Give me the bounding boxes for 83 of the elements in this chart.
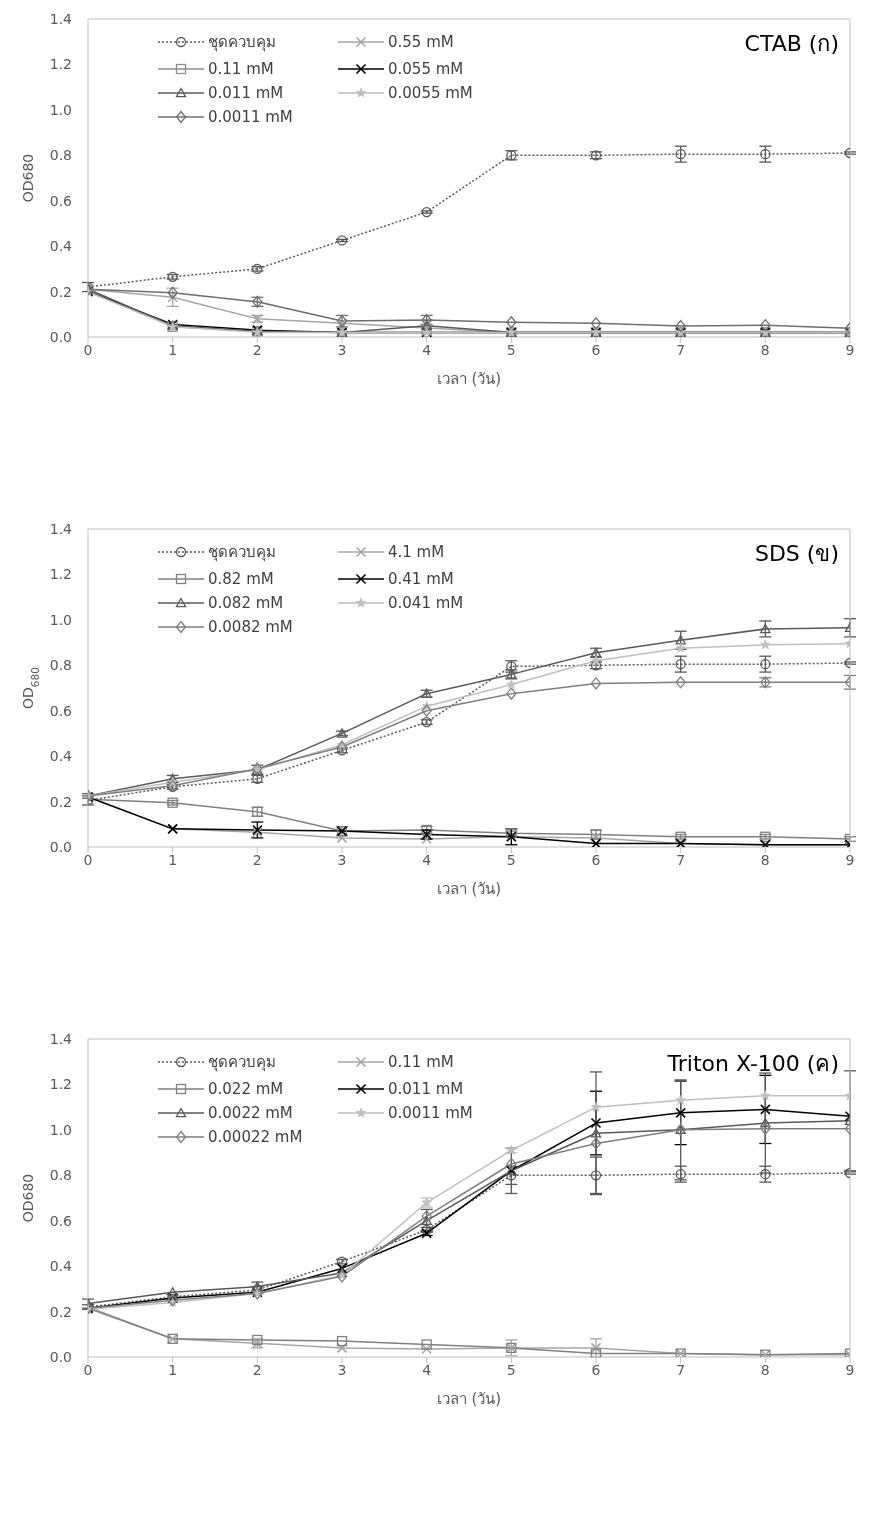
- y-tick-label: 0.0: [49, 328, 72, 345]
- y-tick-label: 1.0: [49, 1121, 72, 1138]
- y-tick-label: 1.4: [49, 520, 73, 537]
- x-tick-label: 7: [676, 1361, 686, 1378]
- x-tick-label: 4: [422, 851, 432, 868]
- legend-label: 0.0082 mM: [208, 618, 293, 636]
- legend-label: 0.11 mM: [388, 1053, 454, 1071]
- x-tick-label: 5: [506, 1361, 516, 1378]
- y-tick-label: 0.8: [49, 657, 72, 674]
- x-tick-label: 0: [83, 341, 93, 358]
- x-tick-label: 0: [83, 851, 93, 868]
- legend-label: 0.82 mM: [208, 570, 274, 588]
- legend-label: ชุดควบคุม: [208, 1052, 276, 1074]
- legend-label: 0.41 mM: [388, 570, 454, 588]
- x-tick-label: 7: [676, 341, 686, 358]
- legend-label: 0.0055 mM: [388, 84, 473, 102]
- text: SDS (ข): [754, 540, 839, 568]
- y-tick-label: 1.0: [49, 611, 72, 628]
- x-tick-label: 8: [760, 341, 770, 358]
- y-tick-label: 0.4: [49, 748, 73, 765]
- legend-label: 0.0011 mM: [208, 108, 293, 126]
- x-tick-label: 1: [168, 341, 178, 358]
- x-tick-label: 2: [252, 1361, 262, 1378]
- y-tick-label: 0.0: [49, 838, 72, 855]
- y-tick-label: 0.6: [49, 1212, 73, 1229]
- x-tick-label: 9: [845, 851, 855, 868]
- x-axis-title: เวลา (วัน): [436, 370, 502, 388]
- y-tick-label: 0.2: [49, 793, 72, 810]
- y-tick-label: 1.4: [49, 10, 73, 27]
- x-tick-label: 3: [337, 341, 347, 358]
- x-tick-label: 6: [591, 341, 601, 358]
- y-tick-label: 0.8: [49, 1167, 72, 1184]
- x-axis-title: เวลา (วัน): [436, 880, 502, 898]
- y-tick-label: 1.2: [49, 56, 72, 73]
- legend-label: 0.022 mM: [208, 1080, 284, 1098]
- y-tick-label: 0.0: [49, 1348, 72, 1365]
- legend-label: 0.0022 mM: [208, 1104, 293, 1122]
- x-tick-label: 5: [506, 341, 516, 358]
- text: Triton X-100 (ค): [667, 1050, 839, 1078]
- legend-label: 0.11 mM: [208, 60, 274, 78]
- x-tick-label: 3: [337, 851, 347, 868]
- x-axis-title: เวลา (วัน): [436, 1390, 502, 1408]
- legend-label: 0.0011 mM: [388, 1104, 473, 1122]
- x-tick-label: 4: [422, 341, 432, 358]
- y-tick-label: 1.0: [49, 101, 72, 118]
- x-tick-label: 9: [845, 1361, 855, 1378]
- legend-label: 0.011 mM: [388, 1080, 464, 1098]
- y-axis-title: OD680: [20, 153, 36, 203]
- legend-label: ชุดควบคุม: [208, 32, 276, 54]
- legend-label: ชุดควบคุม: [208, 542, 276, 564]
- legend-label: 0.082 mM: [208, 594, 284, 612]
- y-tick-label: 0.8: [49, 147, 72, 164]
- x-tick-label: 6: [591, 851, 601, 868]
- text: CTAB (ก): [744, 30, 839, 58]
- y-tick-label: 0.4: [49, 1258, 73, 1275]
- y-tick-label: 0.6: [49, 192, 73, 209]
- y-axis-title: OD680: [20, 1173, 36, 1223]
- y-tick-label: 0.4: [49, 238, 73, 255]
- legend-label: 0.011 mM: [208, 84, 284, 102]
- legend-label: 0.055 mM: [388, 60, 464, 78]
- legend-label: 0.55 mM: [388, 33, 454, 51]
- y-tick-label: 0.6: [49, 702, 73, 719]
- x-tick-label: 3: [337, 1361, 347, 1378]
- x-tick-label: 2: [252, 341, 262, 358]
- x-tick-label: 9: [845, 341, 855, 358]
- x-tick-label: 2: [252, 851, 262, 868]
- legend-label: 0.041 mM: [388, 594, 464, 612]
- y-tick-label: 0.2: [49, 1303, 72, 1320]
- legend-label: 0.00022 mM: [208, 1128, 303, 1146]
- x-tick-label: 1: [168, 1361, 178, 1378]
- y-tick-label: 1.2: [49, 1076, 72, 1093]
- x-tick-label: 4: [422, 1361, 432, 1378]
- x-tick-label: 1: [168, 851, 178, 868]
- y-tick-label: 1.2: [49, 566, 72, 583]
- x-tick-label: 5: [506, 851, 516, 868]
- y-tick-label: 1.4: [49, 1030, 73, 1047]
- x-tick-label: 7: [676, 851, 686, 868]
- x-tick-label: 8: [760, 1361, 770, 1378]
- legend-label: 4.1 mM: [388, 543, 445, 561]
- x-tick-label: 6: [591, 1361, 601, 1378]
- x-tick-label: 0: [83, 1361, 93, 1378]
- x-tick-label: 8: [760, 851, 770, 868]
- y-tick-label: 0.2: [49, 283, 72, 300]
